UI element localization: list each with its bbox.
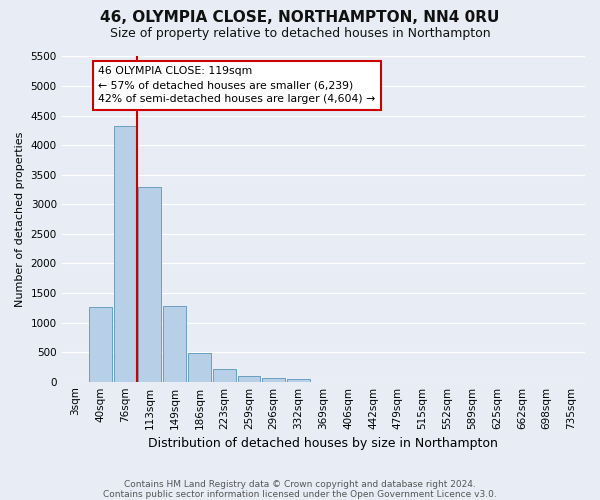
Bar <box>188 352 211 382</box>
Bar <box>113 126 136 382</box>
Bar <box>89 307 112 382</box>
Y-axis label: Number of detached properties: Number of detached properties <box>15 132 25 307</box>
Bar <box>163 306 186 382</box>
Text: 46, OLYMPIA CLOSE, NORTHAMPTON, NN4 0RU: 46, OLYMPIA CLOSE, NORTHAMPTON, NN4 0RU <box>100 10 500 25</box>
Text: Size of property relative to detached houses in Northampton: Size of property relative to detached ho… <box>110 28 490 40</box>
Bar <box>262 378 285 382</box>
Text: Contains public sector information licensed under the Open Government Licence v3: Contains public sector information licen… <box>103 490 497 499</box>
Bar <box>287 378 310 382</box>
Bar <box>213 368 236 382</box>
Bar <box>238 376 260 382</box>
Text: Contains HM Land Registry data © Crown copyright and database right 2024.: Contains HM Land Registry data © Crown c… <box>124 480 476 489</box>
Text: 46 OLYMPIA CLOSE: 119sqm
← 57% of detached houses are smaller (6,239)
42% of sem: 46 OLYMPIA CLOSE: 119sqm ← 57% of detach… <box>98 66 376 104</box>
Bar <box>139 186 161 382</box>
X-axis label: Distribution of detached houses by size in Northampton: Distribution of detached houses by size … <box>148 437 498 450</box>
